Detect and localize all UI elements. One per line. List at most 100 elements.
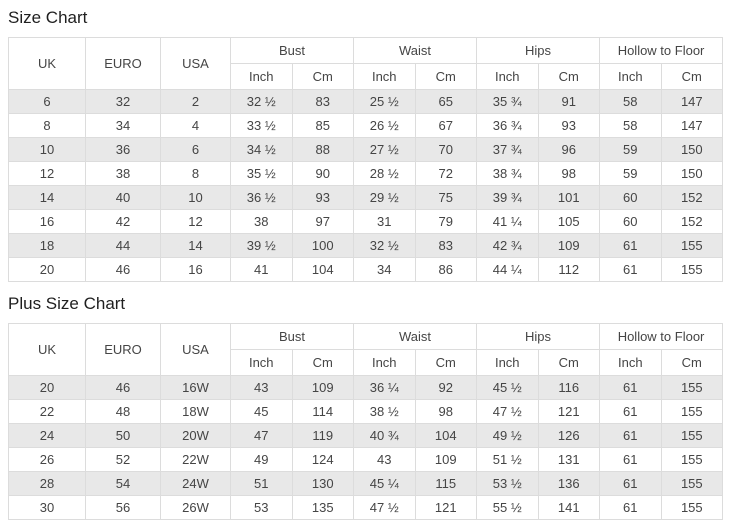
table-cell: 61: [599, 471, 662, 496]
col-header-waist-inch: Inch: [353, 63, 416, 90]
table-cell: 20W: [160, 423, 231, 448]
table-cell: 150: [660, 137, 724, 162]
table-cell: 28 ½: [353, 161, 416, 186]
table-cell: 96: [537, 137, 601, 162]
table-cell: 38 ½: [353, 399, 416, 424]
table-cell: 51 ½: [476, 447, 539, 472]
table-cell: 32 ½: [230, 89, 293, 114]
table-cell: 16: [160, 257, 231, 282]
table-cell: 61: [599, 257, 662, 282]
table-cell: 155: [660, 257, 724, 282]
table-cell: 32 ½: [353, 233, 416, 258]
table-cell: 36 ¼: [353, 375, 416, 400]
table-cell: 56: [85, 495, 161, 520]
table-cell: 16: [8, 209, 86, 234]
col-header-hips: Hips: [476, 37, 601, 64]
table-cell: 34: [353, 257, 416, 282]
table-cell: 109: [414, 447, 478, 472]
table-cell: 124: [291, 447, 355, 472]
table-cell: 53 ½: [476, 471, 539, 496]
table-cell: 18: [8, 233, 86, 258]
table-cell: 35 ¾: [476, 89, 539, 114]
table-cell: 20: [8, 375, 86, 400]
table-cell: 141: [537, 495, 601, 520]
table-cell: 83: [291, 89, 355, 114]
table-cell: 41: [230, 257, 293, 282]
table-cell: 29 ½: [353, 185, 416, 210]
table-cell: 38: [85, 161, 161, 186]
table-row: 12 38 8 35 ½ 90 28 ½ 72 38 ¾ 98 59 150: [8, 161, 724, 186]
table-cell: 14: [160, 233, 231, 258]
table-cell: 60: [599, 185, 662, 210]
col-header-waist: Waist: [353, 37, 478, 64]
table-cell: 10: [160, 185, 231, 210]
table-cell: 38: [230, 209, 293, 234]
table-cell: 152: [660, 209, 724, 234]
table-cell: 109: [537, 233, 601, 258]
table-cell: 65: [414, 89, 478, 114]
table-cell: 155: [660, 423, 724, 448]
table-cell: 135: [291, 495, 355, 520]
table-cell: 85: [291, 113, 355, 138]
header-row-groups: UK EURO USA Bust Waist Hips Hollow to Fl…: [8, 37, 724, 90]
col-header-hollow-to-floor: Hollow to Floor: [599, 323, 724, 350]
table-cell: 49: [230, 447, 293, 472]
table-cell: 49 ½: [476, 423, 539, 448]
table-cell: 31: [353, 209, 416, 234]
table-cell: 61: [599, 233, 662, 258]
table-row: 8 34 4 33 ½ 85 26 ½ 67 36 ¾ 93 58 147: [8, 113, 724, 138]
table-cell: 131: [537, 447, 601, 472]
table-cell: 155: [660, 471, 724, 496]
table-cell: 130: [291, 471, 355, 496]
table-cell: 14: [8, 185, 86, 210]
table-cell: 114: [291, 399, 355, 424]
table-cell: 67: [414, 113, 478, 138]
table-cell: 115: [414, 471, 478, 496]
table-cell: 155: [660, 399, 724, 424]
col-header-hips-cm: Cm: [537, 63, 601, 90]
table-cell: 43: [353, 447, 416, 472]
table-cell: 42: [85, 209, 161, 234]
table-cell: 51: [230, 471, 293, 496]
col-header-waist-inch: Inch: [353, 349, 416, 376]
table-cell: 42 ¾: [476, 233, 539, 258]
table-cell: 100: [291, 233, 355, 258]
table-cell: 34: [85, 113, 161, 138]
table-cell: 93: [537, 113, 601, 138]
col-header-bust: Bust: [229, 37, 355, 64]
table-cell: 36 ½: [230, 185, 293, 210]
col-header-hips-inch: Inch: [476, 63, 539, 90]
table-cell: 12: [8, 161, 86, 186]
table-row: 28 54 24W 51 130 45 ¼ 115 53 ½ 136 61 155: [8, 471, 724, 496]
table-cell: 79: [414, 209, 478, 234]
col-header-waist-cm: Cm: [414, 349, 478, 376]
table-cell: 98: [537, 161, 601, 186]
table-cell: 46: [85, 375, 161, 400]
col-header-uk: UK: [8, 37, 86, 90]
col-header-euro: EURO: [85, 37, 161, 90]
size-chart-table-body: 6 32 2 32 ½ 83 25 ½ 65 35 ¾ 91 58 147 8 34 4 33 ½ 85 26 …: [8, 89, 724, 282]
table-cell: 18W: [160, 399, 231, 424]
table-cell: 47: [230, 423, 293, 448]
table-cell: 34 ½: [230, 137, 293, 162]
table-cell: 6: [160, 137, 231, 162]
table-cell: 26W: [160, 495, 231, 520]
table-cell: 61: [599, 495, 662, 520]
table-cell: 112: [537, 257, 601, 282]
table-cell: 12: [160, 209, 231, 234]
table-cell: 147: [660, 113, 724, 138]
table-cell: 88: [291, 137, 355, 162]
table-cell: 150: [660, 161, 724, 186]
col-header-waist: Waist: [353, 323, 478, 350]
table-cell: 104: [414, 423, 478, 448]
table-row: 26 52 22W 49 124 43 109 51 ½ 131 61 155: [8, 447, 724, 472]
table-cell: 44: [85, 233, 161, 258]
table-cell: 10: [8, 137, 86, 162]
table-cell: 22W: [160, 447, 231, 472]
table-row: 20 46 16W 43 109 36 ¼ 92 45 ½ 116 61 155: [8, 375, 724, 400]
table-cell: 58: [599, 89, 662, 114]
size-chart-table: UK EURO USA Bust Waist Hips Hollow to Fl…: [8, 37, 724, 282]
table-cell: 26 ½: [353, 113, 416, 138]
table-cell: 4: [160, 113, 231, 138]
table-cell: 155: [660, 375, 724, 400]
